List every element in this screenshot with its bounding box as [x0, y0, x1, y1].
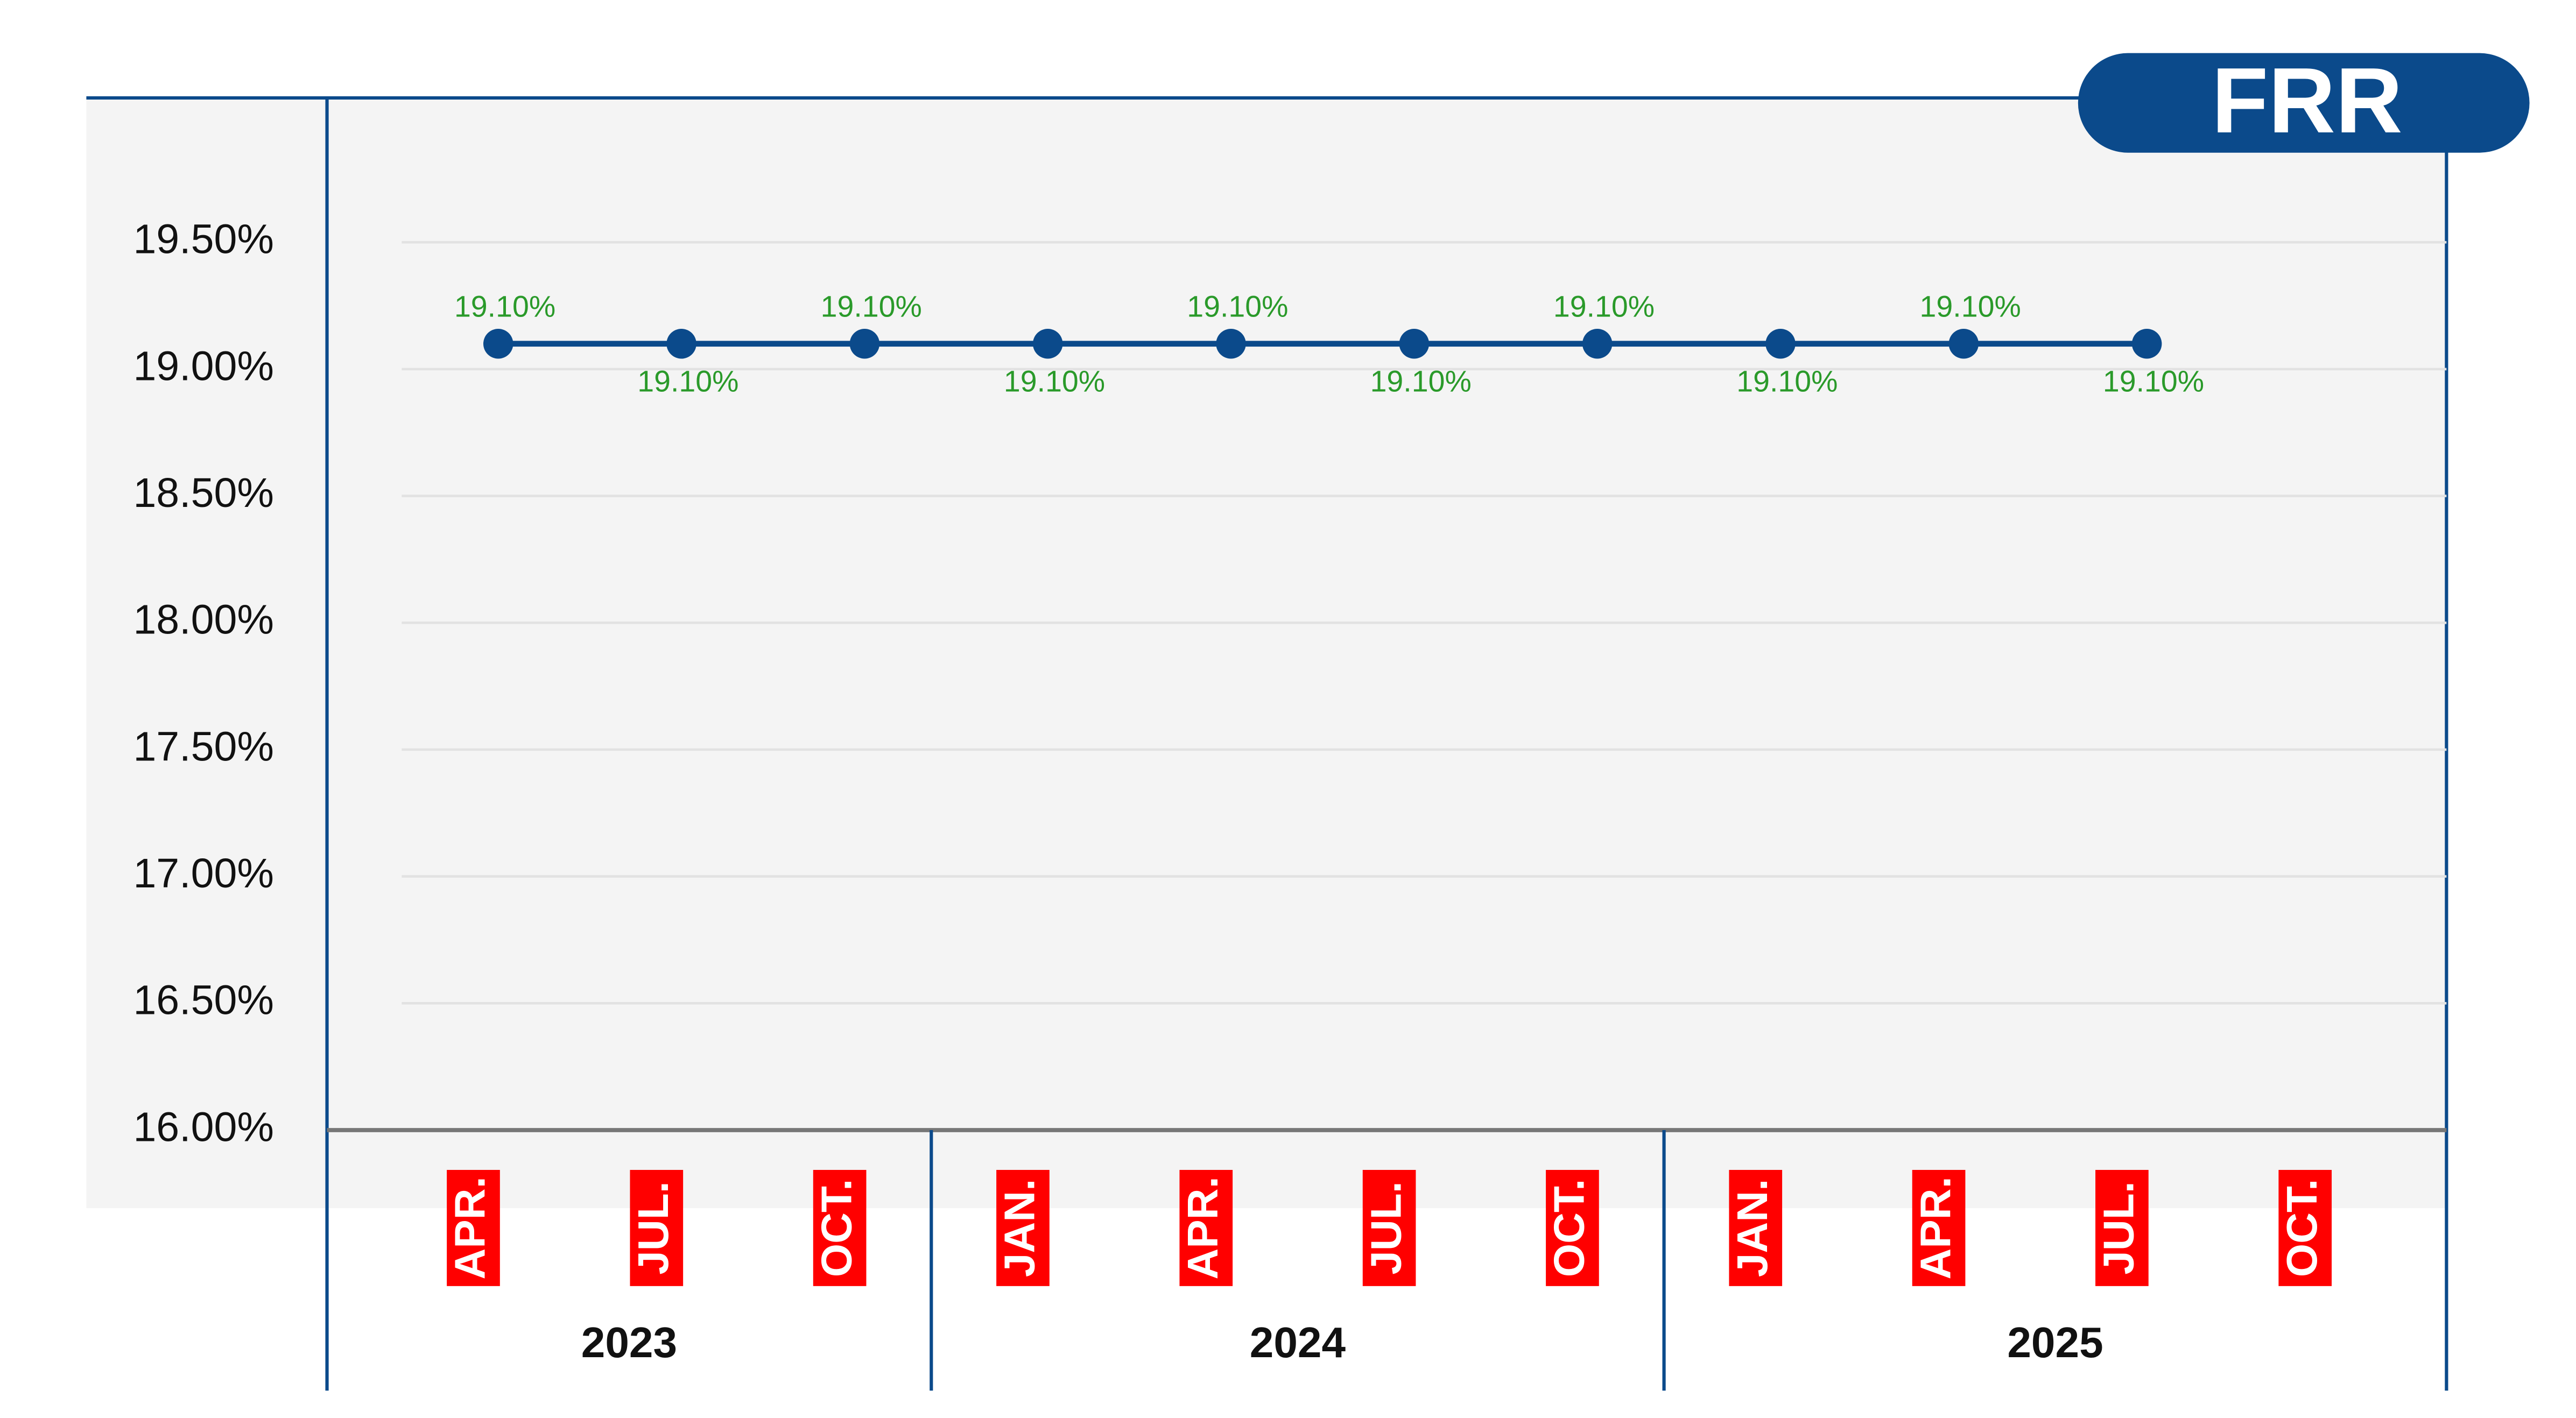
point	[1216, 329, 1246, 359]
value-label: 19.10%	[1920, 290, 2021, 323]
y-tick-label: 18.00%	[133, 597, 273, 643]
value-label: 19.10%	[2103, 364, 2204, 398]
chart-title: FRR	[2212, 48, 2403, 152]
point	[2131, 329, 2162, 359]
value-label: 19.10%	[454, 290, 555, 323]
x-tick-label: APR.	[1178, 1176, 1227, 1280]
group-label: 2025	[2007, 1318, 2103, 1366]
x-tick-label: OCT.	[812, 1179, 860, 1278]
x-tick-label: JUL.	[2094, 1181, 2143, 1275]
x-tick-label: OCT.	[1545, 1179, 1593, 1278]
y-tick-label: 18.50%	[133, 470, 273, 516]
x-tick-label: JUL.	[1361, 1181, 1410, 1275]
group-label: 2023	[581, 1318, 677, 1366]
category-tag	[813, 1169, 867, 1286]
x-tick-label: APR.	[446, 1176, 494, 1280]
category-tag	[1729, 1169, 1783, 1286]
point	[1948, 329, 1979, 359]
point	[1032, 329, 1063, 359]
point	[1399, 329, 1430, 359]
point	[1765, 329, 1796, 359]
point	[666, 329, 696, 359]
x-tick-label: JAN.	[995, 1179, 1044, 1278]
category-tag	[1912, 1169, 1966, 1286]
title-badge	[2078, 53, 2530, 153]
x-tick-label: OCT.	[2277, 1179, 2326, 1278]
value-label: 19.10%	[1004, 364, 1105, 398]
y-tick-label: 17.50%	[133, 723, 273, 770]
value-label: 19.10%	[1370, 364, 1472, 398]
value-label: 19.10%	[1736, 364, 1838, 398]
point	[849, 329, 880, 359]
category-tag	[1546, 1169, 1599, 1286]
category-tag	[2095, 1169, 2149, 1286]
category-tag	[1362, 1169, 1416, 1286]
y-tick-label: 16.50%	[133, 977, 273, 1024]
category-tag	[630, 1169, 684, 1286]
value-label: 19.10%	[637, 364, 738, 398]
category-tag	[2278, 1169, 2332, 1286]
y-tick-label: 16.00%	[133, 1104, 273, 1150]
value-label: 19.10%	[1553, 290, 1655, 323]
x-tick-label: JAN.	[1728, 1179, 1776, 1278]
value-label: 19.10%	[1187, 290, 1288, 323]
x-tick-label: JUL.	[629, 1181, 677, 1275]
category-tag	[1179, 1169, 1233, 1286]
value-label: 19.10%	[821, 290, 922, 323]
point	[1582, 329, 1613, 359]
x-tick-label: APR.	[1911, 1176, 1959, 1280]
y-tick-label: 19.50%	[133, 216, 273, 263]
category-tag	[996, 1169, 1050, 1286]
plot-panel	[86, 100, 2447, 1208]
y-tick-label: 17.00%	[133, 850, 273, 897]
group-label: 2024	[1250, 1318, 1346, 1366]
y-tick-label: 19.00%	[133, 343, 273, 389]
point	[483, 329, 513, 359]
category-tag	[447, 1169, 500, 1286]
